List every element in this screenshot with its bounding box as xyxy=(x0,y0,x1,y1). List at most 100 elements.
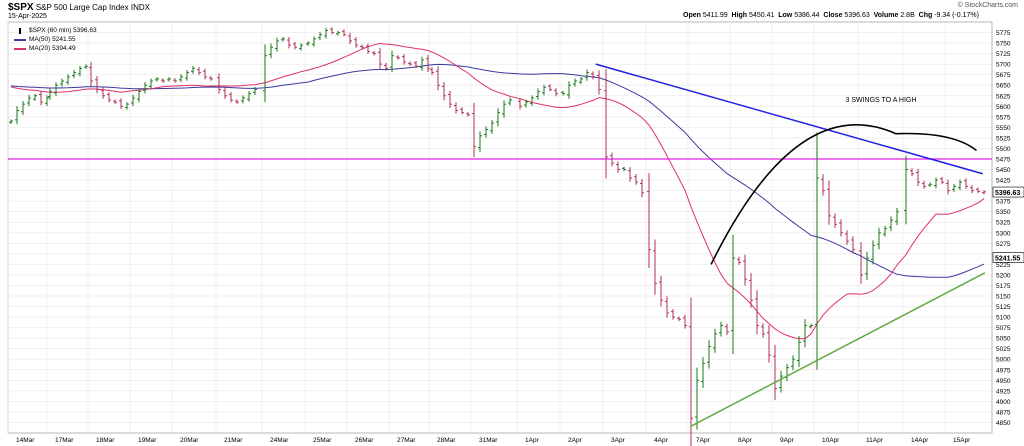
chg-value: -9.34 (-0.17%) xyxy=(934,12,979,19)
high-label: High xyxy=(731,12,748,19)
chart-legend: $SPX (60 min) 5396.63 MA(50) 5241.55 MA(… xyxy=(14,26,97,53)
exchange-label: INDX xyxy=(130,3,150,12)
x-tick-label: 11Apr xyxy=(866,437,884,444)
chart-header: $SPX S&P 500 Large Cap Index INDX xyxy=(8,2,150,13)
legend-item-price: $SPX (60 min) 5396.63 xyxy=(14,26,97,35)
x-tick-label: 1Apr xyxy=(525,437,540,444)
y-tick-label: 5650 xyxy=(996,83,1011,90)
volume-label: Volume xyxy=(873,12,899,19)
close-value: 5396.63 xyxy=(844,12,870,19)
x-tick-label: 14Mar xyxy=(16,437,35,444)
y-tick-label: 5175 xyxy=(996,283,1011,290)
y-tick-label: 5600 xyxy=(996,104,1011,111)
y-tick-label: 5500 xyxy=(996,146,1011,153)
x-tick-label: 4Apr xyxy=(654,437,669,444)
open-label: Open xyxy=(683,12,701,19)
high-value: 5450.41 xyxy=(749,12,775,19)
y-tick-label: 5325 xyxy=(996,220,1011,227)
y-tick-label: 5575 xyxy=(996,114,1011,121)
legend-label-price: $SPX (60 min) 5396.63 xyxy=(29,27,97,34)
y-tick-label: 5725 xyxy=(996,51,1011,58)
y-tick-label: 5425 xyxy=(996,178,1011,185)
chart-date: 15-Apr-2025 xyxy=(8,13,47,20)
price-tag-close xyxy=(992,186,1024,198)
y-tick-label: 5775 xyxy=(996,30,1011,37)
brand-watermark: © StockCharts.com xyxy=(957,2,1018,9)
y-tick-label: 5125 xyxy=(996,304,1011,311)
price-tag-ma50 xyxy=(992,252,1024,263)
volume-value: 2.8B xyxy=(900,12,915,19)
index-name: S&P 500 Large Cap Index xyxy=(35,3,129,12)
y-tick-label: 5050 xyxy=(996,336,1011,343)
close-label: Close xyxy=(823,12,843,19)
y-tick-label: 5350 xyxy=(996,209,1011,216)
x-tick-label: 28Mar xyxy=(437,437,456,444)
y-tick-label: 5275 xyxy=(996,241,1011,248)
y-tick-label: 4850 xyxy=(996,420,1011,427)
ma50-line xyxy=(10,63,985,278)
ma20-line xyxy=(10,42,985,340)
y-tick-label: 4975 xyxy=(996,367,1011,374)
annotation-text: 3 SWINGS TO A HIGH xyxy=(846,97,917,104)
y-tick-label: 5225 xyxy=(996,262,1011,269)
y-tick-label: 5375 xyxy=(996,199,1011,206)
y-tick-label: 5475 xyxy=(996,157,1011,164)
y-tick-label: 5100 xyxy=(996,315,1011,322)
legend-label-ma50: MA(50) 5241.55 xyxy=(29,36,76,43)
y-tick-label: 5525 xyxy=(996,135,1011,142)
y-tick-label: 5150 xyxy=(996,294,1011,301)
y-tick-label: 5750 xyxy=(996,41,1011,48)
x-tick-label: 18Mar xyxy=(96,437,115,444)
price-tag-ma50-text: 5241.55 xyxy=(995,255,1020,262)
y-tick-label: 5700 xyxy=(996,62,1011,69)
x-tick-label: 3Apr xyxy=(611,437,626,444)
x-tick-label: 21Mar xyxy=(224,437,243,444)
y-tick-label: 5200 xyxy=(996,272,1011,279)
y-tick-label: 5075 xyxy=(996,325,1011,332)
y-tick-label: 4925 xyxy=(996,388,1011,395)
symbol-label: $SPX xyxy=(8,2,34,13)
price-tag-close-text: 5396.63 xyxy=(995,190,1020,197)
plot-area xyxy=(7,21,993,434)
x-tick-label: 9Apr xyxy=(780,437,795,444)
y-tick-label: 5000 xyxy=(996,357,1011,364)
x-tick-label: 20Mar xyxy=(180,437,199,444)
x-tick-label: 17Mar xyxy=(55,437,74,444)
legend-swatch-ma20 xyxy=(14,47,26,50)
swing-arc xyxy=(710,124,978,265)
x-tick-label: 19Mar xyxy=(138,437,157,444)
y-tick-label: 4900 xyxy=(996,399,1011,406)
y-tick-label: 5025 xyxy=(996,346,1011,353)
x-tick-label: 8Apr xyxy=(738,437,753,444)
x-tick-label: 15Apr xyxy=(953,437,971,444)
y-tick-label: 5675 xyxy=(996,72,1011,79)
ohlc-readout: Open 5411.99 High 5450.41 Low 5386.44 Cl… xyxy=(683,12,979,19)
y-tick-label: 5450 xyxy=(996,167,1011,174)
low-label: Low xyxy=(778,12,793,19)
x-tick-label: 7Apr xyxy=(696,437,711,444)
x-tick-label: 27Mar xyxy=(397,437,416,444)
x-tick-label: 26Mar xyxy=(355,437,374,444)
legend-swatch-price xyxy=(19,27,21,34)
open-value: 5411.99 xyxy=(702,12,728,19)
x-tick-label: 24Mar xyxy=(270,437,289,444)
y-tick-label: 4950 xyxy=(996,378,1011,385)
legend-label-ma20: MA(20) 5394.49 xyxy=(29,45,76,52)
chg-label: Chg xyxy=(918,12,933,19)
y-tick-label: 4875 xyxy=(996,409,1011,416)
low-value: 5386.44 xyxy=(794,12,820,19)
uptrend-line xyxy=(689,272,986,428)
legend-swatch-ma50 xyxy=(14,38,26,41)
y-tick-label: 5300 xyxy=(996,230,1011,237)
x-tick-label: 31Mar xyxy=(479,437,498,444)
legend-item-ma50: MA(50) 5241.55 xyxy=(14,35,97,44)
downtrend-line xyxy=(595,63,984,175)
x-tick-label: 10Apr xyxy=(822,437,840,444)
x-tick-label: 14Apr xyxy=(911,437,929,444)
y-tick-label: 5625 xyxy=(996,93,1011,100)
x-tick-label: 2Apr xyxy=(568,437,583,444)
x-tick-label: 25Mar xyxy=(313,437,332,444)
legend-item-ma20: MA(20) 5394.49 xyxy=(14,44,97,53)
y-tick-label: 5550 xyxy=(996,125,1011,132)
